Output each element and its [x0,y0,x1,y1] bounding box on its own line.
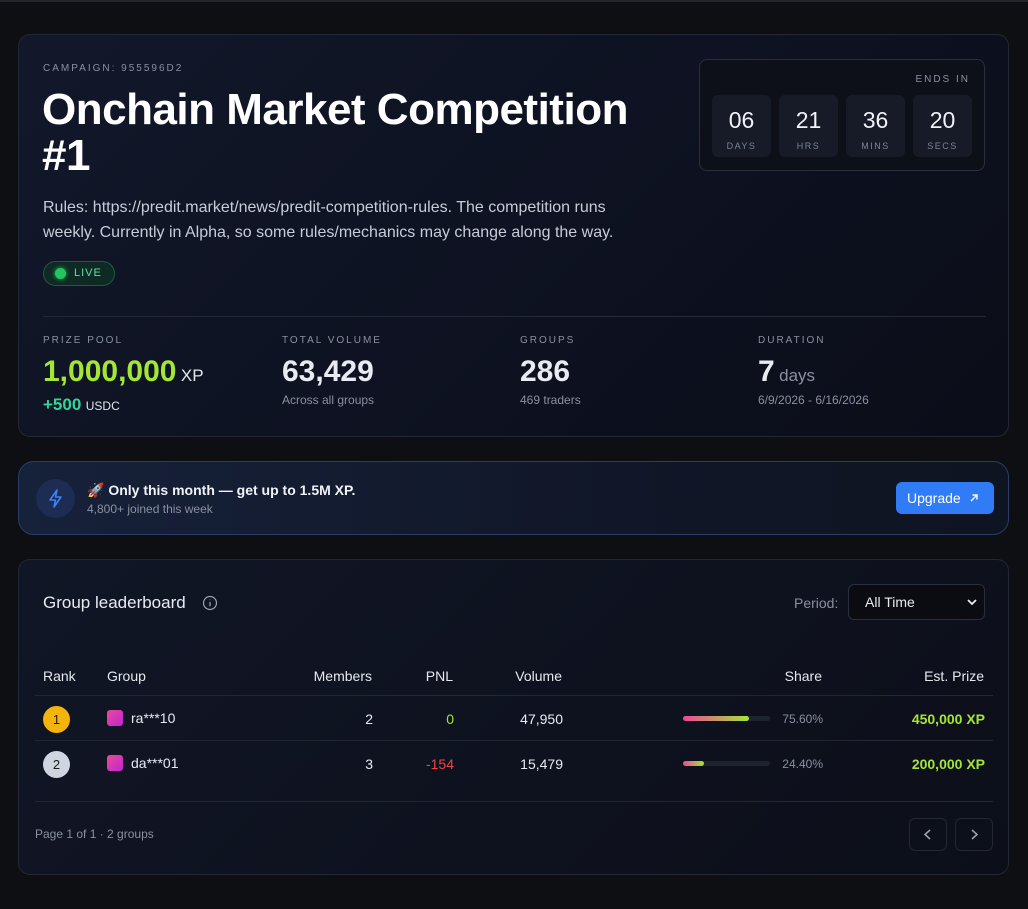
stat-unit: XP [180,366,204,385]
campaign-id: CAMPAIGN: 955596D2 [43,63,184,74]
footer-divider [35,801,993,802]
campaign-description: Rules: https://predit.market/news/predit… [43,199,614,241]
pnl: 0 [446,711,454,727]
share-label: 75.60% [782,712,823,726]
live-badge: LIVE [43,261,115,286]
leaderboard-row: 2 da***01 3 -154 15,479 24.40% 200,000 XP [35,740,993,785]
column-header: Volume [515,668,562,684]
campaign-card: CAMPAIGN: 955596D2 Onchain Market Compet… [18,34,1009,437]
divider [43,316,986,317]
group-avatar [107,710,123,726]
share-bar [683,761,705,766]
est-prize: 450,000 XP [911,711,985,727]
countdown-value: 20 [929,107,956,133]
countdown-box: 06 DAYS [712,95,771,157]
column-header: Est. Prize [924,668,984,684]
leaderboard-title: Group leaderboard [43,593,186,612]
next-icon [971,829,979,840]
upgrade-button[interactable]: Upgrade [896,482,994,514]
period-label: Period: [794,595,839,611]
share-bar [683,716,749,721]
volume: 15,479 [520,756,563,772]
stat-unit: days [779,366,816,385]
bolt-icon [36,479,75,518]
group-avatar [107,755,123,771]
share-track [683,716,770,721]
bolt-svg [49,489,62,508]
pnl: -154 [425,756,454,772]
banner-subtext: 4,800+ joined this week [87,502,213,516]
button-text: Upgrade [907,490,961,506]
countdown-box: 20 SECS [913,95,972,157]
stat-note: 6/9/2026 - 6/16/2026 [758,393,869,407]
stat-label: DURATION [758,335,826,346]
stat-note: Across all groups [282,393,375,407]
volume: 47,950 [520,711,563,727]
info-icon[interactable] [202,595,218,611]
stat-volume: TOTAL VOLUME 63,429 Across all groups [282,335,382,407]
countdown-value: 36 [862,107,889,133]
stat-value: 286 [520,355,571,388]
countdown-box: 36 MINS [846,95,905,157]
rank-badge: 2 [43,751,70,778]
column-header: Share [784,668,822,684]
share-label: 24.40% [782,757,823,771]
column-header: Members [313,668,372,684]
top-border [0,0,1028,2]
stat-extra: +500 [43,395,82,414]
group-name: da***01 [131,755,179,771]
column-header: Group [107,668,146,684]
leaderboard-row: 1 ra***10 2 0 47,950 75.60% 450,000 XP [35,695,993,740]
countdown-label: ENDS IN [915,74,970,85]
stat-value: 7 [758,355,775,388]
countdown-value: 21 [795,107,822,133]
rank-badge: 1 [43,706,70,733]
select-chevron [967,599,977,606]
stat-prize: PRIZE POOL 1,000,000 XP +500 USDC [43,335,204,415]
stat-duration: DURATION 7 days 6/9/2026 - 6/16/2026 [758,335,869,407]
members: 2 [365,711,373,727]
arrow-icon [970,494,978,502]
countdown: ENDS IN 06 DAYS 21 HRS 36 MINS 20 SECS [699,59,985,171]
countdown-unit: MINS [861,141,890,151]
share-track [683,761,770,766]
period-value: All Time [865,594,915,610]
countdown-box: 21 HRS [779,95,838,157]
group-name: ra***10 [131,710,176,726]
next-button[interactable] [955,818,993,851]
prev-button[interactable] [909,818,947,851]
countdown-unit: SECS [927,141,958,151]
stat-extra-unit: USDC [85,399,120,413]
est-prize: 200,000 XP [911,756,985,772]
stat-label: GROUPS [520,335,576,346]
promo-banner: 🚀 Only this month — get up to 1.5M XP. 4… [18,461,1009,535]
stat-label: TOTAL VOLUME [282,335,382,346]
leaderboard-card: Group leaderboard Period: All Time Rank G… [18,559,1009,875]
live-dot [55,268,66,279]
members: 3 [365,756,373,772]
column-header: PNL [425,668,453,684]
countdown-unit: DAYS [726,141,757,151]
status-text: LIVE [74,267,102,279]
column-header: Rank [43,668,76,684]
banner-text: 🚀 Only this month — get up to 1.5M XP. [87,482,356,498]
stat-note: 469 traders [520,393,581,407]
stat-value: 1,000,000 [43,355,177,388]
countdown-value: 06 [728,107,755,133]
pagination-text: Page 1 of 1 · 2 groups [35,827,154,841]
prev-icon [923,829,931,840]
stat-groups: GROUPS 286 469 traders [520,335,581,407]
stat-label: PRIZE POOL [43,335,124,346]
campaign-title: Onchain Market Competition #1 [42,85,628,180]
period-select[interactable]: All Time [848,584,985,620]
stat-value: 63,429 [282,355,374,388]
countdown-unit: HRS [796,141,821,151]
